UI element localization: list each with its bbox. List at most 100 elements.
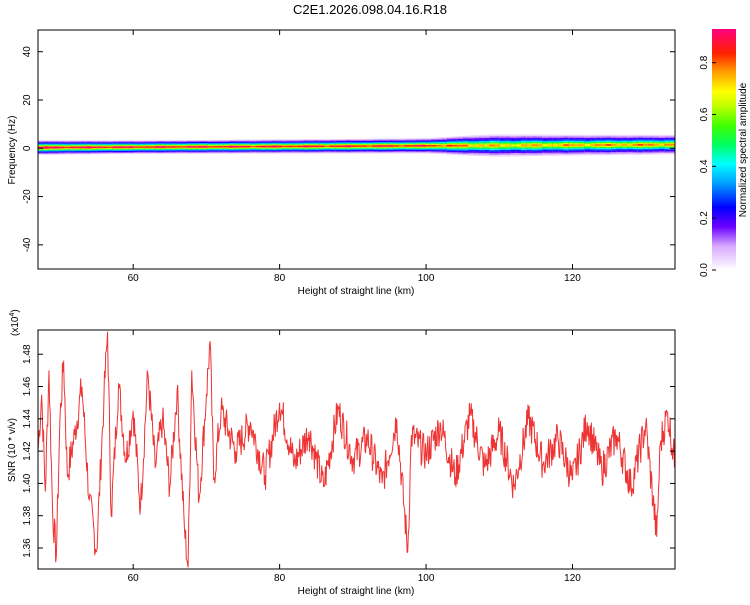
spectrogram-cell (574, 144, 581, 147)
spectrogram-cell (335, 145, 342, 147)
spectrogram-cell (43, 146, 50, 149)
spectrogram-column (653, 134, 660, 155)
spectrogram-column (101, 140, 108, 155)
spectrogram-column (621, 134, 628, 155)
spectrogram-cell (452, 144, 458, 147)
spectrogram-cell (483, 144, 490, 147)
spectrogram-cell (414, 145, 421, 147)
spectrogram-cell (600, 143, 607, 147)
spectrogram-column (494, 134, 501, 157)
spectrogram-column (499, 134, 506, 157)
spectrogram-cell (53, 146, 60, 149)
spectrogram-cell (489, 144, 496, 147)
spectrogram-column (64, 140, 71, 155)
spectrogram-column (579, 134, 586, 156)
spectrogram-column (383, 138, 389, 154)
spectrogram-column (96, 140, 103, 155)
spectrogram-cell (186, 146, 193, 148)
spectrogram-column (128, 140, 135, 154)
snr-y-tick-label: 1.48 (22, 344, 33, 364)
spectrogram-cell (563, 144, 570, 147)
spectrogram-column (473, 135, 480, 156)
spectrogram-cell (377, 145, 384, 147)
spectrogram-cell (531, 144, 538, 147)
snr-series-line (38, 331, 675, 568)
spectrogram-cell (154, 146, 161, 148)
spectrogram-column (250, 139, 257, 154)
spectrogram-cell (590, 144, 596, 147)
spectrogram-column (404, 138, 411, 154)
snr-y-ticks: 1.36 1.38 1.40 1.42 1.44 1.46 1.48 (22, 344, 675, 558)
spectrogram-cell (664, 143, 671, 146)
spectrogram-cell (165, 146, 172, 148)
spectrogram-column (202, 139, 209, 154)
spectrogram-column (117, 140, 124, 155)
colorbar-tick-label: 0.8 (699, 55, 710, 69)
spectrogram-y-tick-label: -40 (22, 237, 33, 252)
colorbar-tick-label: 0.6 (699, 107, 710, 121)
spectrogram-column (356, 138, 363, 154)
spectrogram-y-label: Frequency (Hz) (7, 116, 18, 185)
spectrogram-column (59, 140, 66, 155)
spectrogram-column (462, 135, 469, 156)
spectrogram-column (510, 134, 517, 157)
spectrogram-column (483, 134, 490, 157)
spectrogram-column (467, 135, 474, 156)
spectrogram-cell (367, 145, 374, 147)
spectrogram-column (75, 140, 82, 155)
spectrogram-column (388, 138, 395, 154)
spectrogram-column (563, 134, 570, 156)
spectrogram-column (664, 134, 671, 155)
spectrogram-cell (420, 145, 427, 147)
snr-y-tick-label: 1.38 (22, 506, 33, 526)
spectrogram-column (351, 138, 358, 154)
colorbar: 0.0 0.2 0.4 0.6 0.8 Normalized spectral ampl… (699, 29, 749, 277)
spectrogram-column (255, 139, 262, 154)
spectrogram-cell (605, 143, 612, 146)
spectrogram-column (515, 134, 522, 157)
snr-y-tick-label: 1.36 (22, 538, 33, 558)
spectrogram-column (229, 139, 236, 154)
spectrogram-cell (393, 145, 400, 147)
spectrogram-column (213, 139, 220, 154)
spectrogram-cell (149, 146, 156, 148)
colorbar-tick-label: 0.2 (699, 211, 710, 225)
spectrogram-column (441, 137, 448, 155)
spectrogram-column (245, 139, 251, 154)
spectrogram-column (276, 139, 283, 154)
spectrogram-column (53, 140, 60, 155)
spectrogram-cell (176, 146, 182, 148)
spectrogram-column (176, 140, 182, 154)
spectrogram-cell (552, 144, 559, 147)
spectrogram-column (632, 134, 639, 155)
spectrogram-cell (584, 144, 591, 147)
spectrogram-column (542, 134, 549, 156)
spectrogram-column (393, 138, 400, 154)
spectrogram-column (425, 138, 432, 154)
spectrogram-cell (96, 146, 103, 148)
spectrogram-cell (255, 145, 262, 148)
spectrogram-cell (202, 146, 209, 148)
spectrogram-column (552, 134, 559, 156)
spectrogram-cell (494, 144, 501, 147)
spectrogram-x-label: Height of straight line (km) (298, 286, 415, 297)
spectrogram-heatmap (38, 134, 675, 157)
spectrogram-cell (478, 144, 485, 147)
spectrogram-column (367, 138, 374, 154)
spectrogram-cell (621, 143, 628, 146)
spectrogram-cell (521, 144, 527, 147)
spectrogram-column (335, 139, 342, 154)
spectrogram-column (521, 134, 527, 157)
spectrogram-column (568, 134, 575, 156)
spectrogram-cell (223, 146, 230, 148)
spectrogram-cell (632, 143, 639, 146)
spectrogram-column (329, 139, 336, 154)
spectrogram-column (558, 134, 565, 156)
spectrogram-column (287, 139, 294, 154)
spectrogram-cell (329, 145, 336, 147)
spectrogram-cell (308, 145, 315, 148)
spectrogram-column (669, 135, 675, 155)
spectrogram-column (69, 140, 76, 155)
spectrogram-cell (558, 144, 565, 147)
spectrogram-column (372, 138, 379, 154)
